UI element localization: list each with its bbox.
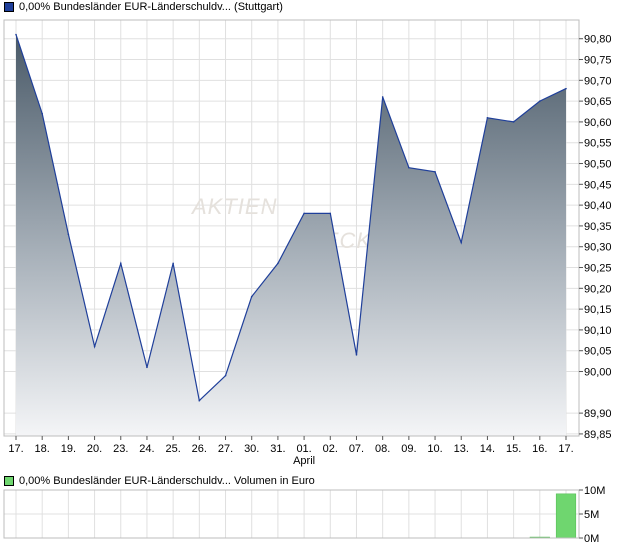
price-plot-frame <box>3 19 580 437</box>
price-point <box>119 262 122 265</box>
price-xtick-label: 10. <box>427 443 442 455</box>
price-series-line <box>15 34 567 402</box>
price-legend: 0,00% Bundesländer EUR-Länderschuldv... … <box>4 0 283 14</box>
volume-legend: 0,00% Bundesländer EUR-Länderschuldv... … <box>4 474 315 488</box>
price-ytick-label: 89,90 <box>584 408 612 420</box>
price-point <box>329 212 332 215</box>
price-point <box>93 345 96 348</box>
price-ytick-label: 90,05 <box>584 346 612 358</box>
price-point <box>434 171 436 173</box>
price-ytick-label: 90,15 <box>584 304 612 316</box>
price-ytick-label: 90,65 <box>584 96 612 108</box>
price-xtick-label: 23. <box>113 443 128 455</box>
volume-ytick-label: 10M <box>584 485 605 497</box>
price-xtick-label: 20. <box>87 443 102 455</box>
price-point <box>41 112 43 115</box>
price-point <box>539 100 541 102</box>
price-ytick-label: 90,20 <box>584 283 612 295</box>
watermark: AKTIEN CHECK <box>190 194 371 253</box>
price-xtick-label: 02. <box>323 443 338 455</box>
price-ytick-label: 90,35 <box>584 221 612 233</box>
price-xtick-label: 18. <box>35 443 50 455</box>
price-point <box>408 166 410 169</box>
price-xtick-label: 25. <box>165 443 180 455</box>
price-xtick-label: 26. <box>192 443 207 455</box>
price-ytick-label: 89,85 <box>584 429 612 441</box>
volume-ytick-label: 5M <box>584 509 599 521</box>
price-ytick-label: 90,30 <box>584 242 612 254</box>
price-point <box>15 33 17 36</box>
price-xtick-label: 07. <box>349 443 364 455</box>
price-ytick-label: 90,80 <box>584 34 612 46</box>
price-point <box>67 233 70 236</box>
price-legend-label: 0,00% Bundesländer EUR-Länderschuldv... … <box>19 1 283 13</box>
price-point <box>198 399 201 402</box>
price-point <box>172 262 174 265</box>
price-xtick-label: 13. <box>454 443 469 455</box>
price-xtick-label: 09. <box>401 443 416 455</box>
price-xtick-label: 17. <box>558 443 573 455</box>
price-point <box>250 295 253 298</box>
price-xtick-label: 27. <box>218 443 233 455</box>
price-legend-swatch <box>4 2 14 12</box>
price-point <box>277 262 279 265</box>
price-xtick-label: 17. <box>8 443 23 455</box>
price-point <box>460 241 463 244</box>
price-area <box>16 34 566 436</box>
price-xtick-label: 24. <box>139 443 154 455</box>
price-point <box>565 87 567 90</box>
price-xtick-label: 15. <box>506 443 521 455</box>
volume-legend-label: 0,00% Bundesländer EUR-Länderschuldv... … <box>19 475 315 487</box>
volume-bar <box>555 493 577 539</box>
price-ytick-label: 90,40 <box>584 200 612 212</box>
price-ytick-label: 90,70 <box>584 75 612 87</box>
volume-legend-swatch <box>4 476 14 486</box>
price-ytick-label: 90,60 <box>584 117 612 129</box>
price-xtick-label: 01. <box>296 443 311 455</box>
price-ytick-label: 90,55 <box>584 138 612 150</box>
price-xtick-label: 30. <box>244 443 259 455</box>
price-point <box>381 96 384 98</box>
price-point <box>355 354 358 356</box>
price-xtick-label: 19. <box>61 443 76 455</box>
price-point <box>303 212 305 215</box>
price-ytick-label: 90,50 <box>584 159 612 171</box>
price-point <box>512 121 515 123</box>
price-xtick-label: 14. <box>480 443 495 455</box>
price-point <box>146 366 148 369</box>
price-ytick-label: 90,25 <box>584 263 612 275</box>
price-ytick-label: 90,10 <box>584 325 612 337</box>
price-xtick-label: 16. <box>532 443 547 455</box>
price-xtick-label: 31. <box>270 443 285 455</box>
price-point <box>486 116 489 119</box>
price-x-sublabel: April <box>293 455 315 467</box>
price-ytick-label: 90,00 <box>584 367 612 379</box>
price-ytick-label: 90,45 <box>584 179 612 191</box>
price-ytick-label: 90,75 <box>584 55 612 67</box>
watermark-line1: AKTIEN <box>190 194 277 219</box>
price-point <box>224 374 227 377</box>
volume-ytick-label: 0M <box>584 533 599 545</box>
price-xtick-label: 08. <box>375 443 390 455</box>
